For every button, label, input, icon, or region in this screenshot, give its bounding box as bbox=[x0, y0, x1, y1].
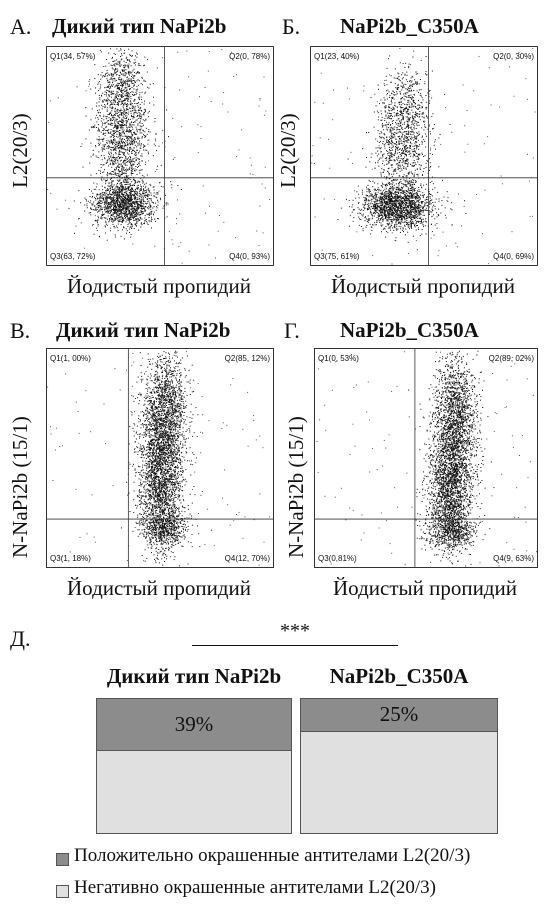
significance-bracket bbox=[192, 645, 398, 646]
panel-letter: Г. bbox=[284, 318, 300, 343]
bar-value-label: 25% bbox=[379, 702, 419, 726]
y-axis-label: N-NaPi2b (15/1) bbox=[8, 416, 32, 558]
event-dots bbox=[316, 350, 537, 567]
flow-plot: Q1(34, 57%) Q2(0, 78%) Q3(63, 72%) Q4(0,… bbox=[46, 46, 274, 266]
quadrant-q4: Q4(12, 70%) bbox=[224, 554, 270, 563]
panel-letter: В. bbox=[10, 318, 31, 343]
bar-segment-positive bbox=[96, 698, 292, 751]
bar-value-label: 39% bbox=[174, 711, 214, 736]
x-axis-label: Йодистый пропидий bbox=[331, 274, 515, 298]
quadrant-q2: Q2(0, 30%) bbox=[493, 52, 534, 61]
panel-title: Дикий тип NaPi2b bbox=[52, 14, 227, 38]
bar-segment-positive bbox=[300, 698, 498, 732]
bar-category-label: NaPi2b_C350A bbox=[329, 664, 469, 688]
panel-title: NaPi2b_C350A bbox=[340, 318, 479, 342]
quadrant-q3: Q3(75, 61%) bbox=[314, 252, 360, 261]
quadrant-q1: Q1(0, 53%) bbox=[318, 354, 359, 363]
event-dots bbox=[47, 350, 271, 567]
panel-title: Дикий тип NaPi2b bbox=[56, 318, 231, 342]
panel-letter: Б. bbox=[282, 14, 301, 39]
quadrant-q3: Q3(0,81%) bbox=[318, 554, 357, 563]
panel-title: NaPi2b_C350A bbox=[340, 14, 479, 38]
quadrant-q1: Q1(34, 57%) bbox=[50, 52, 96, 61]
x-axis-label: Йодистый пропидий bbox=[67, 576, 251, 600]
x-axis-label: Йодистый пропидий bbox=[67, 274, 251, 298]
quadrant-q4: Q4(9, 63%) bbox=[493, 554, 534, 563]
flow-plot: Q1(0, 53%) Q2(89, 02%) Q3(0,81%) Q4(9, 6… bbox=[314, 348, 538, 568]
y-axis-label: L2(20/3) bbox=[276, 113, 300, 188]
legend-swatch-negative bbox=[56, 885, 69, 898]
x-axis-label: Йодистый пропидий bbox=[333, 576, 517, 600]
legend-positive: Положительно окрашенные антителами L2(20… bbox=[74, 845, 471, 866]
panel-letter: Д. bbox=[10, 626, 31, 651]
legend-negative: Негативно окрашенные антителами L2(20/3) bbox=[74, 877, 436, 898]
event-dots bbox=[47, 48, 271, 264]
bar-category-label: Дикий тип NaPi2b bbox=[106, 664, 282, 688]
quadrant-q3: Q3(1, 18%) bbox=[50, 554, 91, 563]
panel-letter: А. bbox=[10, 14, 32, 39]
quadrant-q4: Q4(0, 69%) bbox=[493, 252, 534, 261]
quadrant-q1: Q1(1, 00%) bbox=[50, 354, 91, 363]
significance-marker: *** bbox=[280, 620, 310, 642]
quadrant-q3: Q3(63, 72%) bbox=[50, 252, 96, 261]
quadrant-q2: Q2(0, 78%) bbox=[229, 52, 270, 61]
quadrant-q2: Q2(85, 12%) bbox=[224, 354, 270, 363]
y-axis-label: L2(20/3) bbox=[8, 113, 32, 188]
quadrant-q1: Q1(23, 40%) bbox=[314, 52, 360, 61]
legend-swatch-positive bbox=[56, 853, 69, 866]
bar-segment-negative bbox=[96, 751, 292, 834]
flow-plot: Q1(1, 00%) Q2(85, 12%) Q3(1, 18%) Q4(12,… bbox=[46, 348, 274, 568]
bar-segment-negative bbox=[300, 732, 498, 834]
quadrant-q4: Q4(0, 93%) bbox=[229, 252, 270, 261]
flow-plot: Q1(23, 40%) Q2(0, 30%) Q3(75, 61%) Q4(0,… bbox=[310, 46, 538, 266]
y-axis-label: N-NaPi2b (15/1) bbox=[284, 416, 308, 558]
event-dots bbox=[311, 48, 536, 265]
quadrant-q2: Q2(89, 02%) bbox=[488, 354, 534, 363]
